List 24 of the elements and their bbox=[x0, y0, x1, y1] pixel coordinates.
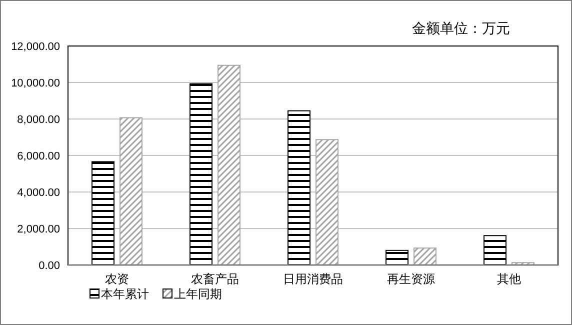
x-tick-label: 再生资源 bbox=[387, 272, 435, 286]
bar bbox=[288, 110, 310, 266]
bar bbox=[120, 117, 142, 266]
y-tick-label: 0.00 bbox=[38, 260, 60, 272]
x-tick-label: 农畜产品 bbox=[191, 272, 239, 286]
x-tick-label: 其他 bbox=[497, 272, 521, 286]
bar bbox=[316, 139, 338, 266]
y-tick-label: 2,000.00 bbox=[17, 224, 60, 236]
text: 金额单位：万元 bbox=[412, 20, 510, 36]
bar bbox=[484, 235, 506, 266]
x-tick-label: 农资 bbox=[105, 272, 129, 286]
y-tick-label: 4,000.00 bbox=[17, 187, 60, 199]
bar bbox=[386, 250, 408, 266]
bar bbox=[190, 83, 212, 266]
y-tick-label: 12,000.00 bbox=[11, 41, 60, 53]
bar bbox=[218, 64, 240, 266]
y-tick-label: 8,000.00 bbox=[17, 114, 60, 126]
legend-label: 上年同期 bbox=[174, 287, 222, 301]
x-tick-label: 日用消费品 bbox=[283, 272, 343, 286]
bar bbox=[92, 161, 114, 266]
y-tick-label: 10,000.00 bbox=[11, 78, 60, 90]
y-tick-label: 6,000.00 bbox=[17, 150, 60, 162]
bar bbox=[414, 248, 436, 266]
legend-label: 本年累计 bbox=[101, 287, 149, 301]
